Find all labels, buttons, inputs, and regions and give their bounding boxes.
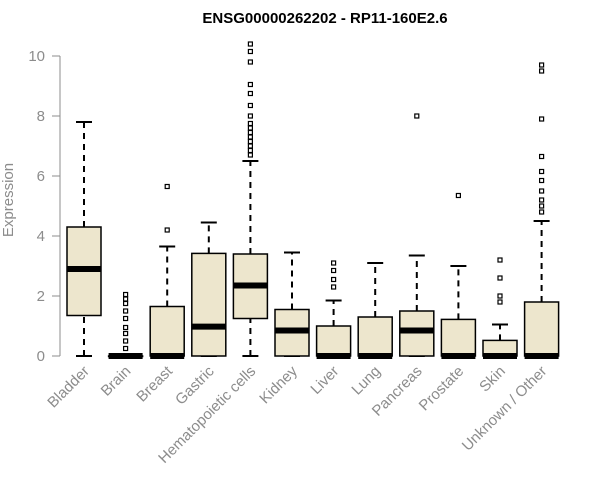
box-liver bbox=[315, 260, 352, 359]
outlier-point bbox=[497, 293, 503, 299]
box-breast bbox=[149, 183, 185, 359]
outlier-point bbox=[497, 257, 503, 263]
outlier-point bbox=[247, 125, 253, 131]
outlier-point bbox=[247, 134, 253, 140]
outlier-point bbox=[455, 192, 461, 199]
y-axis: 0 2 4 6 8 10 bbox=[28, 48, 61, 365]
outlier-point bbox=[538, 153, 545, 160]
boxes-layer bbox=[66, 41, 560, 359]
outlier-point bbox=[247, 90, 253, 97]
box-kidney bbox=[274, 251, 310, 357]
y-tick-label: 10 bbox=[28, 48, 45, 65]
outlier-point bbox=[247, 138, 253, 145]
y-tick-label: 0 bbox=[37, 348, 45, 365]
outlier-point bbox=[538, 209, 545, 215]
category-label: Liver bbox=[307, 363, 342, 398]
outlier-point bbox=[247, 147, 253, 154]
y-tick-label: 8 bbox=[37, 108, 45, 125]
outlier-point bbox=[164, 183, 170, 190]
outlier-point bbox=[331, 267, 337, 274]
box-pancreas bbox=[399, 113, 435, 357]
outlier-point bbox=[122, 345, 129, 352]
box-skin bbox=[482, 257, 518, 359]
box-gastric bbox=[191, 221, 227, 357]
outlier-point bbox=[247, 113, 253, 119]
outlier-point bbox=[414, 113, 420, 119]
outlier-point bbox=[538, 168, 545, 175]
outlier-point bbox=[247, 102, 253, 109]
outlier-point bbox=[247, 129, 253, 136]
outlier-point bbox=[538, 197, 545, 203]
category-label: Prostate bbox=[416, 363, 468, 415]
outlier-point bbox=[538, 62, 545, 68]
chart-title: ENSG00000262202 - RP11-160E2.6 bbox=[202, 10, 447, 27]
iqr-box bbox=[149, 305, 185, 357]
outlier-point bbox=[122, 300, 129, 307]
outlier-point bbox=[247, 143, 253, 149]
box-brain bbox=[107, 291, 144, 359]
outlier-point bbox=[122, 291, 129, 298]
y-axis-label: Expression bbox=[0, 163, 17, 237]
outlier-point bbox=[247, 59, 253, 65]
outlier-point bbox=[247, 152, 253, 158]
box-lung bbox=[357, 262, 393, 359]
iqr-box bbox=[523, 301, 560, 357]
outlier-point bbox=[122, 330, 129, 337]
category-label: Skin bbox=[476, 363, 509, 396]
outlier-point bbox=[331, 260, 337, 266]
outlier-point bbox=[122, 308, 129, 314]
outlier-point bbox=[122, 324, 129, 331]
box-hematopoietic-cells bbox=[232, 41, 269, 357]
y-tick-label: 2 bbox=[37, 288, 45, 305]
y-tick-label: 6 bbox=[37, 168, 45, 185]
outlier-point bbox=[538, 116, 545, 122]
iqr-box bbox=[191, 252, 227, 357]
outlier-point bbox=[247, 120, 253, 127]
category-label: Brain bbox=[98, 363, 135, 400]
outlier-point bbox=[331, 284, 337, 290]
outlier-point bbox=[247, 48, 253, 55]
outlier-point bbox=[538, 188, 545, 194]
outlier-point bbox=[497, 275, 503, 281]
outlier-point bbox=[247, 81, 253, 88]
outlier-point bbox=[497, 299, 503, 305]
iqr-box bbox=[315, 325, 352, 357]
outlier-point bbox=[122, 296, 129, 302]
outlier-point bbox=[122, 338, 129, 344]
outlier-point bbox=[331, 276, 337, 283]
iqr-box bbox=[357, 316, 393, 357]
outlier-point bbox=[122, 315, 129, 322]
outlier-point bbox=[538, 177, 545, 184]
y-tick-label: 4 bbox=[37, 228, 45, 245]
category-label: Lung bbox=[348, 363, 384, 399]
outlier-point bbox=[538, 203, 545, 209]
box-prostate bbox=[440, 192, 477, 359]
box-bladder bbox=[66, 121, 102, 357]
category-label: Kidney bbox=[256, 362, 301, 407]
category-label: Bladder bbox=[44, 363, 93, 412]
outlier-point bbox=[538, 68, 545, 74]
outlier-point bbox=[247, 41, 253, 47]
box-unknown-other bbox=[523, 62, 560, 359]
category-label: Breast bbox=[133, 362, 176, 405]
outlier-point bbox=[164, 227, 170, 233]
iqr-box bbox=[440, 318, 477, 357]
